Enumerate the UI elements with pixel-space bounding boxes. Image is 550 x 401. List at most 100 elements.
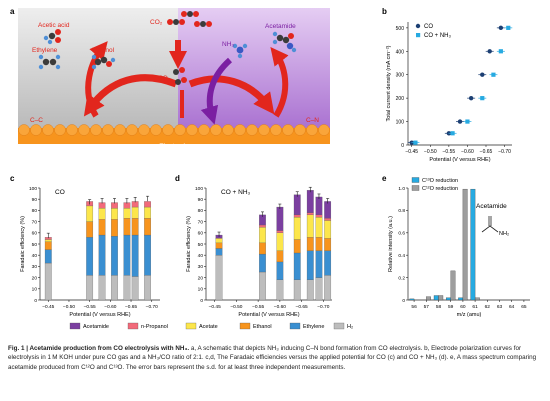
bar-segment-h- — [276, 279, 284, 301]
electrode-bump — [270, 124, 282, 136]
x-tick-label: 61 — [472, 304, 478, 310]
x-axis-title: Potential (V versus RHE) — [429, 157, 490, 163]
caption-title: Fig. 1 | Acetamide production from CO el… — [8, 345, 190, 352]
legend-swatch — [411, 185, 420, 191]
data-point-co — [468, 95, 474, 101]
chart-e: 0 0.2 0.4 0.6 0.8 1.0 56 57 58 59 60 61 62 63 64 65 m/z … — [388, 177, 530, 318]
bar-segment-ethanol — [306, 237, 314, 251]
spectrum-bar-c13 — [458, 297, 464, 301]
bar-segment-ethanol — [123, 218, 131, 236]
electrode-bump — [114, 124, 126, 136]
y-tick-label: 1.0 — [398, 186, 405, 192]
bar-segment-acetate — [306, 214, 314, 238]
x-tick-label: −0.55 — [84, 304, 96, 310]
panel-d-condition: CO + NH₃ — [221, 189, 251, 196]
y-tick-label: 90 — [32, 197, 38, 203]
electrode-bump — [186, 124, 198, 136]
electrode-bump — [282, 124, 294, 136]
electrode-bump — [174, 124, 186, 136]
legend-swatch — [185, 322, 197, 330]
fe-legend: Acetamide n-Propanol Acetate Ethanol Ethylen… — [69, 322, 353, 330]
y-tick-label: 70 — [32, 219, 38, 225]
electrode-bump — [18, 124, 30, 136]
cn-product-arrow — [270, 46, 289, 118]
x-tick-label: 63 — [497, 304, 503, 310]
bar-segment-n-propanol — [324, 218, 332, 221]
bar-segment-ethylene — [324, 250, 332, 276]
y-tick-label: 40 — [32, 253, 38, 259]
bar-segment-acetate — [324, 220, 332, 239]
electrode-bump — [150, 124, 162, 136]
bar-segment-acetate — [293, 216, 301, 240]
data-point-co — [457, 119, 463, 124]
bar-segment-acetate — [131, 206, 139, 219]
chart-c: 0 10 20 30 40 50 60 70 80 90 100 −0.45 −0.50 −0.55 −0.… — [20, 186, 160, 318]
x-tick-label: −0.50 — [424, 149, 437, 155]
electrode-bump — [66, 124, 78, 136]
bar-segment-ethanol — [259, 242, 266, 255]
legend-label: CO + NH₃ — [424, 33, 452, 39]
x-tick-label: −0.45 — [405, 149, 418, 155]
x-axis-title: Potential (V versus RHE) — [69, 312, 130, 318]
legend-swatch — [69, 322, 81, 330]
co2-molecules — [167, 11, 212, 27]
bar-segment-ethylene — [259, 253, 266, 273]
nh3-molecule — [232, 43, 248, 59]
electrode-bump — [210, 124, 222, 136]
nh3-arrow — [200, 57, 233, 125]
electrode-bump — [102, 124, 114, 136]
y-tick-label: 90 — [198, 197, 204, 203]
panel-c-condition: CO — [55, 189, 65, 196]
figure-caption: Fig. 1 | Acetamide production from CO el… — [8, 344, 542, 372]
electrode-bump — [90, 124, 102, 136]
data-point-co-nh3 — [506, 25, 511, 30]
bar-segment-ethylene — [86, 237, 94, 276]
spectrum-bar-c12 — [426, 296, 431, 301]
bar-segment-ethylene — [131, 234, 139, 277]
x-tick-label: 60 — [460, 304, 466, 310]
spectrum-bar-c13 — [470, 188, 476, 301]
legend-label: CO — [424, 24, 433, 30]
legend-label: C¹³O reduction — [422, 178, 458, 184]
bar-segment-n-propanol — [259, 224, 266, 228]
bar-segment-ethylene — [144, 234, 151, 276]
electrode: Electrode — [18, 124, 330, 150]
y-tick-label: 0 — [200, 298, 203, 304]
bar-segment-h- — [44, 262, 52, 301]
data-point-co-nh3 — [491, 72, 496, 77]
x-tick-label: 64 — [509, 304, 515, 310]
legend-swatch — [411, 177, 420, 183]
y-tick-label: 0 — [401, 143, 404, 149]
acetic-acid-molecule — [43, 29, 61, 45]
bar-segment-ethanol — [98, 219, 106, 236]
bar-segment-ethanol — [111, 219, 118, 237]
y-tick-label: 30 — [198, 264, 204, 270]
legend-label: H₂ — [347, 324, 353, 330]
legend-label: n-Propanol — [141, 324, 168, 330]
y-tick-label: 0 — [402, 298, 405, 304]
bar-segment-n-propanol — [144, 201, 151, 208]
electrode-bump — [222, 124, 234, 136]
x-axis-title: m/z (amu) — [457, 312, 482, 318]
y-tick-label: 300 — [396, 73, 405, 79]
bar-segment-h- — [293, 279, 301, 301]
y-tick-label: 20 — [198, 275, 204, 281]
label-acetamide: Acetamide — [265, 23, 296, 30]
electrode-bump — [30, 124, 42, 136]
bar-segment-acetamide — [293, 194, 301, 216]
data-point-co-nh3 — [498, 49, 503, 54]
bar-segment-n-propanol — [306, 212, 314, 216]
x-tick-label: −0.65 — [296, 304, 308, 310]
x-tick-label: −0.55 — [252, 304, 264, 310]
y-axis-title: Total current density (mA cm⁻²) — [386, 45, 392, 121]
y-tick-label: 400 — [396, 49, 405, 55]
y-tick-label: 100 — [195, 186, 203, 192]
cn-coupling-arrow — [188, 75, 275, 115]
y-tick-label: 60 — [198, 231, 204, 237]
y-axis-title: Relative intensity (a.u.) — [388, 216, 394, 272]
y-tick-label: 40 — [198, 253, 204, 259]
bar-segment-ethanol — [276, 250, 284, 263]
x-tick-label: −0.55 — [443, 149, 456, 155]
panel-letter-b: b — [382, 7, 387, 16]
y-axis-title: Faradaic efficiency (%) — [186, 216, 192, 272]
